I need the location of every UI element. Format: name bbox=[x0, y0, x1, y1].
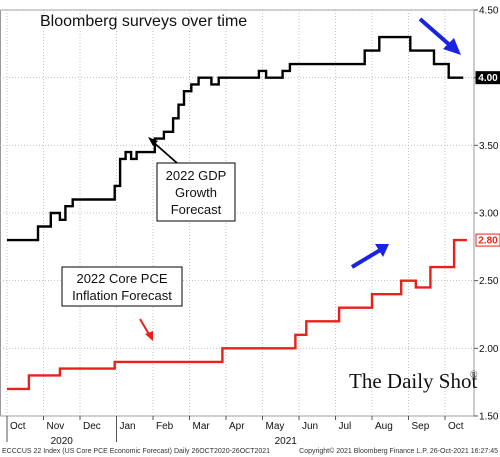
year-label: 2021 bbox=[275, 436, 298, 447]
gdp-annotation-arrow bbox=[151, 140, 178, 164]
y-tick-label: 3.50 bbox=[479, 141, 499, 152]
x-tick-label: Jun bbox=[302, 421, 318, 432]
footer-copyright: Copyright© 2021 Bloomberg Finance L.P. 2… bbox=[299, 447, 498, 455]
x-tick-label: Aug bbox=[375, 421, 393, 432]
x-axis: Oct Nov Dec Jan Feb Mar Apr May Jun Jul Aug Sep Oct 2… bbox=[6, 416, 464, 447]
pce-annotation-line-1: 2022 Core PCE bbox=[76, 271, 167, 286]
x-tick-label: Mar bbox=[193, 421, 211, 432]
series-group: 4.00 2.80 bbox=[7, 35, 500, 391]
year-label: 2020 bbox=[51, 436, 74, 447]
y-tick-label: 3.00 bbox=[479, 209, 499, 220]
footer-source: ECCCUS 22 Index (US Core PCE Economic Fo… bbox=[2, 448, 270, 455]
gdp-end-value-label: 4.00 bbox=[478, 73, 498, 84]
y-tick-label: 4.50 bbox=[479, 6, 499, 17]
x-tick-label: Jan bbox=[120, 421, 136, 432]
x-tick-label: Oct bbox=[10, 421, 26, 432]
x-tick-label: Oct bbox=[448, 421, 464, 432]
gdp-end-value-box bbox=[475, 71, 500, 85]
pce-end-value-box bbox=[475, 233, 500, 247]
gdp-annotation-line-3: Forecast bbox=[171, 202, 222, 217]
gdp-trend-arrowhead bbox=[443, 38, 461, 55]
x-tick-label: Feb bbox=[156, 421, 174, 432]
pce-end-value-label: 2.80 bbox=[478, 236, 498, 247]
pce-trend-arrow bbox=[350, 247, 384, 269]
x-tick-label: Sep bbox=[412, 421, 430, 432]
gdp-series-line bbox=[7, 35, 464, 242]
y-tick-label: 2.00 bbox=[479, 344, 499, 355]
brand-logo: The Daily Shot bbox=[349, 369, 477, 393]
pce-annotation-arrowhead bbox=[145, 331, 153, 341]
x-tick-label: Jul bbox=[339, 421, 352, 432]
gdp-trend-arrow bbox=[418, 17, 454, 49]
chart-title: Bloomberg surveys over time bbox=[40, 13, 247, 30]
pce-annotation-line-2: Inflation Forecast bbox=[72, 288, 172, 303]
x-tick-label: Dec bbox=[83, 421, 101, 432]
y-tick-label: 2.50 bbox=[479, 276, 499, 287]
pce-trend-arrowhead bbox=[375, 244, 389, 257]
x-tick-label: Apr bbox=[229, 421, 245, 432]
gdp-annotation-arrowhead bbox=[148, 137, 158, 146]
gdp-annotation-box bbox=[156, 162, 236, 222]
x-tick-label: May bbox=[266, 421, 285, 432]
gdp-annotation-line-2: Growth bbox=[175, 185, 217, 200]
y-tick-label: 1.50 bbox=[479, 412, 499, 423]
x-tick-label: Nov bbox=[47, 421, 65, 432]
brand-registered-mark: ® bbox=[470, 370, 478, 381]
pce-series-line bbox=[7, 238, 467, 391]
gdp-annotation-line-1: 2022 GDP bbox=[166, 168, 227, 183]
pce-annotation-box bbox=[61, 266, 183, 307]
